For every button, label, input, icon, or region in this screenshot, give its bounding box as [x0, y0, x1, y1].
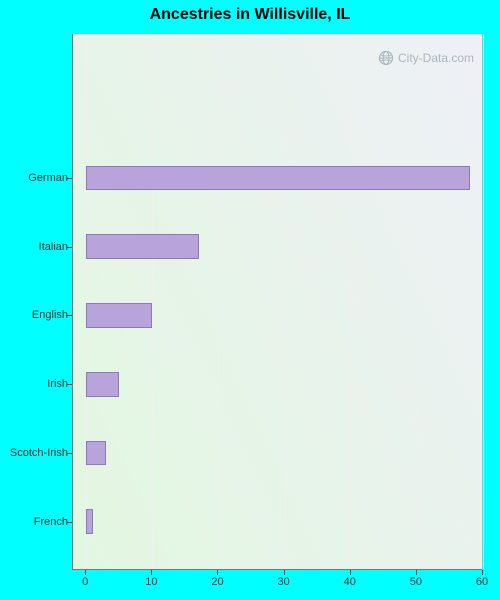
y-tick-label: English	[0, 309, 68, 321]
grid-line	[152, 34, 153, 569]
grid-line	[483, 34, 484, 569]
grid-line	[285, 34, 286, 569]
chart-title: Ancestries in Willisville, IL	[0, 6, 500, 24]
y-tick-label: Irish	[0, 378, 68, 390]
y-tick-label: Scotch-Irish	[0, 447, 68, 459]
grid-line	[86, 34, 87, 569]
grid-line	[218, 34, 219, 569]
watermark-text: City-Data.com	[398, 51, 474, 65]
x-tick-label: 30	[277, 576, 289, 588]
bar	[86, 441, 106, 466]
globe-icon	[378, 50, 394, 66]
bar	[86, 372, 119, 397]
grid-line	[417, 34, 418, 569]
bar	[86, 166, 470, 191]
x-tick-label: 50	[410, 576, 422, 588]
bar	[86, 303, 152, 328]
y-tick-label: German	[0, 172, 68, 184]
x-tick	[217, 570, 218, 575]
x-tick-label: 20	[211, 576, 223, 588]
x-tick-label: 60	[476, 576, 488, 588]
x-tick-label: 10	[145, 576, 157, 588]
x-tick	[85, 570, 86, 575]
bar	[86, 509, 93, 534]
y-tick-label: French	[0, 516, 68, 528]
x-tick-label: 40	[344, 576, 356, 588]
plot-area	[72, 34, 482, 570]
bar	[86, 234, 198, 259]
chart-page: Ancestries in Willisville, IL City-Data.…	[0, 0, 500, 600]
x-tick-label: 0	[82, 576, 88, 588]
watermark: City-Data.com	[378, 50, 474, 66]
x-tick	[482, 570, 483, 575]
x-tick	[151, 570, 152, 575]
x-tick	[350, 570, 351, 575]
y-tick-label: Italian	[0, 241, 68, 253]
grid-line	[351, 34, 352, 569]
x-tick	[284, 570, 285, 575]
x-tick	[416, 570, 417, 575]
